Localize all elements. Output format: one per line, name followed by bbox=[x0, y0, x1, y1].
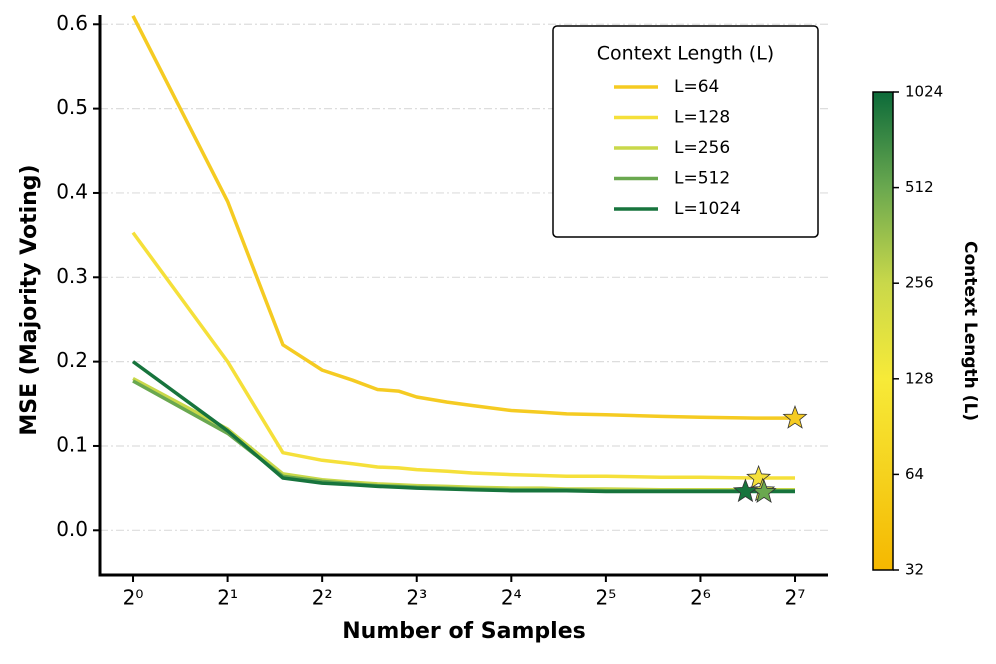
y-tick-label: 0.5 bbox=[56, 95, 88, 119]
colorbar-tick-label: 32 bbox=[905, 561, 924, 579]
legend-label: L=1024 bbox=[674, 199, 741, 219]
x-tick-label: 2⁴ bbox=[501, 586, 522, 610]
legend-label: L=64 bbox=[674, 77, 719, 97]
colorbar-tick-label: 512 bbox=[905, 178, 934, 196]
x-tick-label: 2⁵ bbox=[596, 586, 617, 610]
legend-label: L=256 bbox=[674, 138, 730, 158]
x-tick-label: 2³ bbox=[406, 586, 427, 610]
legend-title: Context Length (L) bbox=[597, 43, 774, 65]
x-tick-label: 2¹ bbox=[217, 586, 238, 610]
y-tick-label: 0.0 bbox=[56, 517, 88, 541]
y-tick-label: 0.2 bbox=[56, 348, 88, 372]
best-marker bbox=[746, 464, 772, 489]
colorbar-tick-label: 64 bbox=[905, 465, 924, 483]
series-line bbox=[131, 231, 795, 480]
legend-box bbox=[552, 25, 819, 238]
colorbar-tick-label: 1024 bbox=[905, 83, 943, 101]
series-line bbox=[131, 360, 795, 494]
colorbar-tick-label: 128 bbox=[905, 369, 934, 387]
y-tick-label: 0.3 bbox=[56, 264, 88, 288]
x-axis-label: Number of Samples bbox=[342, 619, 585, 644]
y-tick-label: 0.4 bbox=[56, 179, 88, 203]
y-axis-label: MSE (Majority Voting) bbox=[17, 164, 42, 435]
colorbar-label: Context Length (L) bbox=[960, 241, 980, 421]
legend-label: L=512 bbox=[674, 169, 730, 189]
y-tick-label: 0.1 bbox=[56, 432, 88, 456]
best-marker bbox=[782, 404, 808, 429]
x-tick-label: 2⁷ bbox=[785, 586, 806, 610]
colorbar bbox=[872, 91, 894, 571]
x-tick-label: 2² bbox=[312, 586, 333, 610]
legend-label: L=128 bbox=[674, 108, 730, 128]
colorbar-tick-label: 256 bbox=[905, 274, 934, 292]
y-tick-label: 0.6 bbox=[56, 11, 88, 35]
series-line bbox=[131, 15, 795, 420]
x-tick-label: 2⁶ bbox=[690, 586, 711, 610]
best-marker bbox=[732, 478, 758, 503]
x-tick-label: 2⁰ bbox=[123, 586, 144, 610]
